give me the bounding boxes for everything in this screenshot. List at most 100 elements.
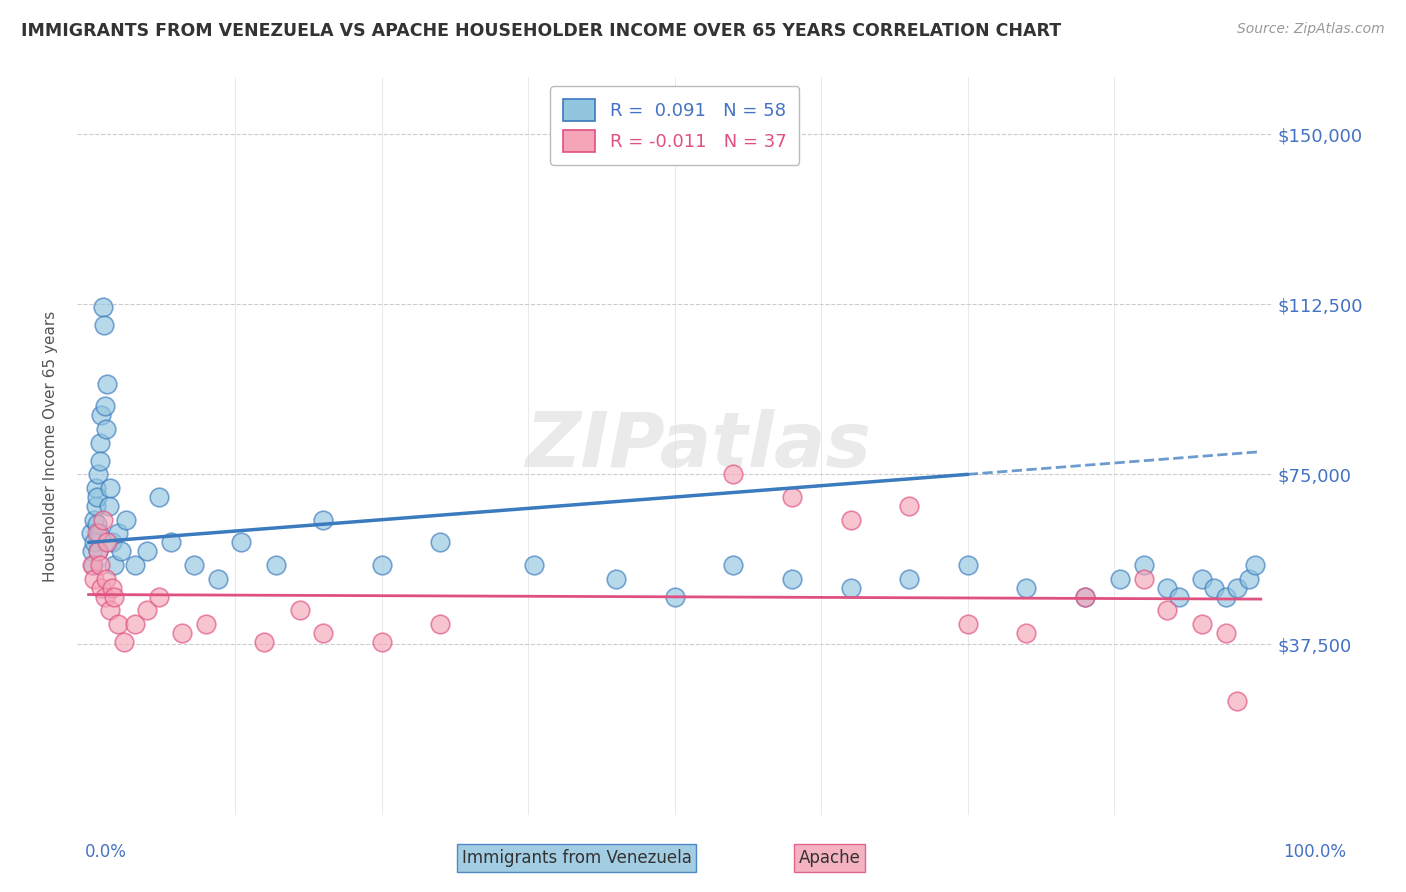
- Point: [523, 558, 546, 572]
- Point: [1191, 617, 1213, 632]
- Point: [183, 558, 205, 572]
- Text: 100.0%: 100.0%: [1284, 843, 1346, 861]
- Point: [207, 572, 229, 586]
- Point: [312, 626, 335, 640]
- Point: [1215, 590, 1237, 604]
- Point: [288, 603, 311, 617]
- Point: [159, 535, 181, 549]
- Point: [84, 481, 107, 495]
- Point: [91, 300, 114, 314]
- Point: [136, 544, 159, 558]
- Point: [83, 535, 105, 549]
- Text: ZIPatlas: ZIPatlas: [526, 409, 872, 483]
- Point: [83, 513, 105, 527]
- Point: [136, 603, 159, 617]
- Point: [80, 526, 103, 541]
- Point: [956, 617, 979, 632]
- Point: [1156, 581, 1178, 595]
- Point: [956, 558, 979, 572]
- Point: [1167, 590, 1189, 604]
- Point: [1226, 581, 1249, 595]
- Point: [370, 635, 392, 649]
- Point: [1191, 572, 1213, 586]
- Point: [94, 400, 117, 414]
- Point: [89, 435, 111, 450]
- Point: [124, 617, 146, 632]
- Point: [96, 422, 118, 436]
- Point: [87, 544, 110, 558]
- Point: [780, 572, 803, 586]
- Point: [103, 590, 125, 604]
- Point: [1244, 558, 1267, 572]
- Point: [112, 635, 135, 649]
- Point: [98, 603, 121, 617]
- Point: [1237, 572, 1260, 586]
- Point: [97, 499, 120, 513]
- Text: Source: ZipAtlas.com: Source: ZipAtlas.com: [1237, 22, 1385, 37]
- Point: [1226, 694, 1249, 708]
- Point: [1074, 590, 1097, 604]
- Point: [89, 526, 111, 541]
- Y-axis label: Householder Income Over 65 years: Householder Income Over 65 years: [44, 310, 58, 582]
- Point: [86, 517, 108, 532]
- Point: [96, 376, 118, 391]
- Point: [1156, 603, 1178, 617]
- Point: [84, 499, 107, 513]
- Point: [898, 572, 921, 586]
- Point: [93, 318, 115, 332]
- Point: [94, 590, 117, 604]
- Text: IMMIGRANTS FROM VENEZUELA VS APACHE HOUSEHOLDER INCOME OVER 65 YEARS CORRELATION: IMMIGRANTS FROM VENEZUELA VS APACHE HOUS…: [21, 22, 1062, 40]
- Point: [115, 513, 138, 527]
- Point: [839, 581, 862, 595]
- Point: [96, 572, 118, 586]
- Point: [86, 490, 108, 504]
- Point: [87, 467, 110, 482]
- Text: Apache: Apache: [799, 849, 860, 867]
- Text: Immigrants from Venezuela: Immigrants from Venezuela: [461, 849, 692, 867]
- Point: [194, 617, 217, 632]
- Point: [172, 626, 194, 640]
- Point: [1074, 590, 1097, 604]
- Point: [124, 558, 146, 572]
- Point: [370, 558, 392, 572]
- Text: 0.0%: 0.0%: [84, 843, 127, 861]
- Point: [91, 513, 114, 527]
- Point: [82, 558, 104, 572]
- Point: [1015, 581, 1038, 595]
- Point: [82, 558, 104, 572]
- Point: [605, 572, 627, 586]
- Point: [429, 535, 451, 549]
- Point: [780, 490, 803, 504]
- Point: [839, 513, 862, 527]
- Point: [96, 535, 118, 549]
- Point: [264, 558, 287, 572]
- Point: [101, 535, 124, 549]
- Point: [89, 454, 111, 468]
- Point: [90, 409, 112, 423]
- Point: [87, 544, 110, 558]
- Point: [664, 590, 686, 604]
- Point: [89, 558, 111, 572]
- Point: [90, 581, 112, 595]
- Point: [103, 558, 125, 572]
- Point: [1015, 626, 1038, 640]
- Point: [110, 544, 132, 558]
- Point: [1132, 572, 1154, 586]
- Point: [107, 526, 129, 541]
- Point: [83, 572, 105, 586]
- Point: [1215, 626, 1237, 640]
- Point: [1202, 581, 1225, 595]
- Point: [82, 544, 104, 558]
- Point: [229, 535, 252, 549]
- Point: [86, 526, 108, 541]
- Legend: R =  0.091   N = 58, R = -0.011   N = 37: R = 0.091 N = 58, R = -0.011 N = 37: [550, 87, 799, 165]
- Point: [98, 481, 121, 495]
- Point: [723, 467, 745, 482]
- Point: [101, 581, 124, 595]
- Point: [1132, 558, 1154, 572]
- Point: [148, 490, 170, 504]
- Point: [253, 635, 276, 649]
- Point: [1109, 572, 1132, 586]
- Point: [107, 617, 129, 632]
- Point: [312, 513, 335, 527]
